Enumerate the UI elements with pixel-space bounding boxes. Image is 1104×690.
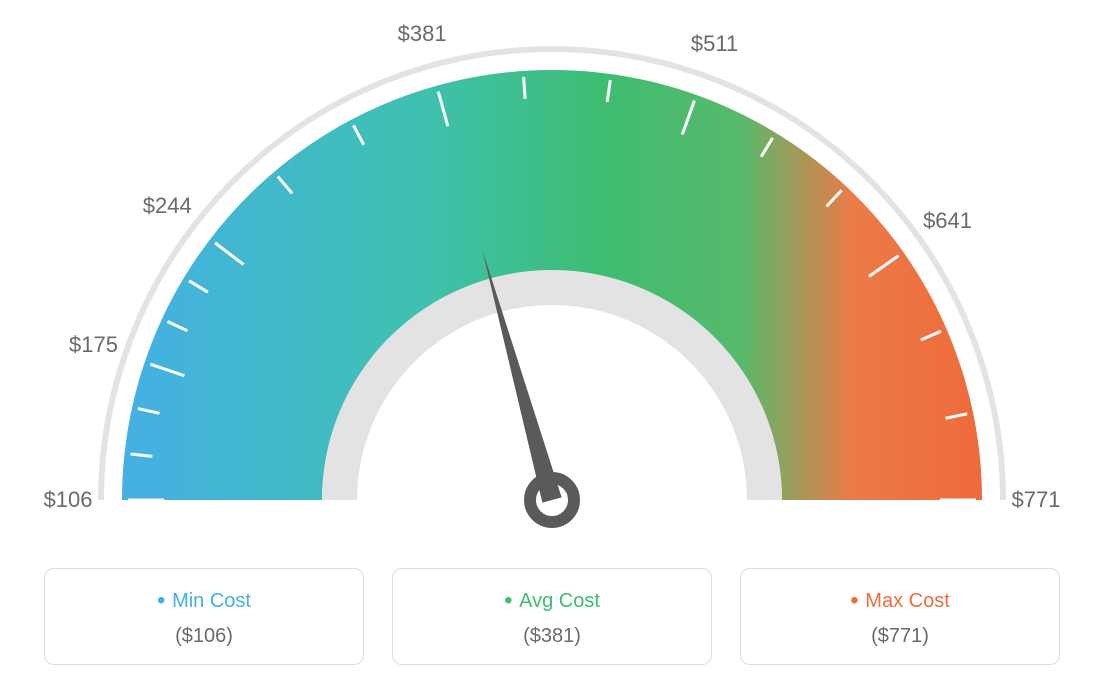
- legend-card-avg: Avg Cost ($381): [392, 568, 712, 665]
- gauge-chart: $106 $175 $244 $381 $511 $641 $771: [0, 0, 1104, 560]
- legend-card-min: Min Cost ($106): [44, 568, 364, 665]
- gauge-tick-label: $106: [44, 487, 93, 513]
- legend-avg-value: ($381): [403, 625, 701, 648]
- legend-avg-label: Avg Cost: [403, 587, 701, 615]
- gauge-tick-label: $244: [143, 193, 192, 219]
- gauge-tick-label: $511: [691, 31, 738, 57]
- legend-card-max: Max Cost ($771): [740, 568, 1060, 665]
- gauge-tick-label: $771: [1012, 487, 1061, 513]
- legend-min-value: ($106): [55, 625, 353, 648]
- gauge-tick-label: $175: [69, 332, 118, 358]
- legend-max-value: ($771): [751, 625, 1049, 648]
- legend-max-label: Max Cost: [751, 587, 1049, 615]
- gauge-svg: [0, 0, 1104, 560]
- legend-row: Min Cost ($106) Avg Cost ($381) Max Cost…: [0, 568, 1104, 665]
- gauge-tick-label: $641: [923, 208, 972, 234]
- legend-min-label: Min Cost: [55, 587, 353, 615]
- gauge-tick-label: $381: [398, 21, 447, 47]
